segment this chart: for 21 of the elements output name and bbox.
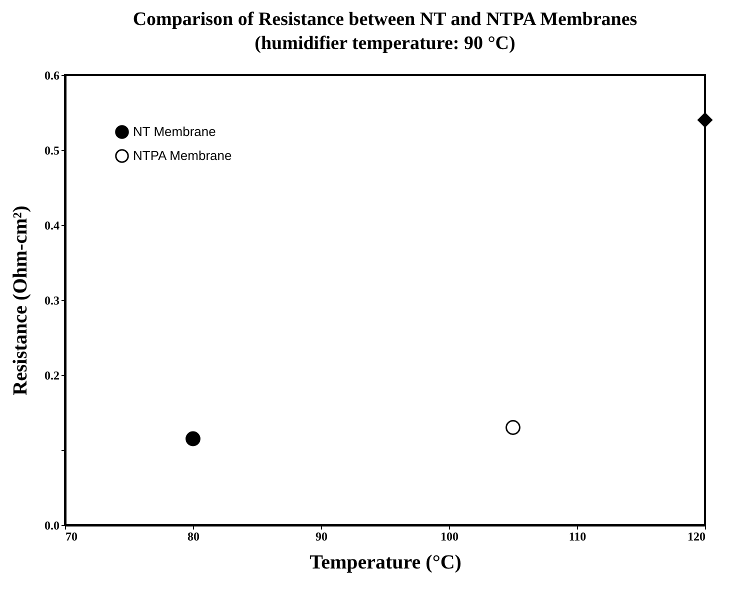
point [186,431,200,446]
legend-label: NTPA Membrane [133,148,232,163]
y-tick-label: 0.2 [44,368,60,382]
y-axis-title: Resistance (Ohm-cm²) [10,206,32,396]
legend-label: NT Membrane [133,124,216,139]
text: Comparison of Resistance between NT and NTPA Membranes [132,9,638,30]
x-tick-label: 90 [316,530,328,544]
point [698,112,712,128]
x-axis-title: Temperature (°C) [310,552,462,574]
y-tick-label: 0.3 [44,294,60,308]
x-tick-label: 120 [688,530,706,544]
y-tick-label: 0.5 [44,144,60,158]
y-tick-label: 0.4 [44,218,60,232]
y-tick-label: 0.0 [44,518,60,532]
x-tick-label: 70 [66,530,78,544]
x-tick-label: 100 [440,530,458,544]
x-tick-label: 110 [568,530,586,544]
text: (humidifier temperature: 90 °C) [254,33,516,54]
point [506,420,520,435]
y-tick-label: 0.6 [44,68,60,82]
x-tick-label: 80 [188,530,200,544]
